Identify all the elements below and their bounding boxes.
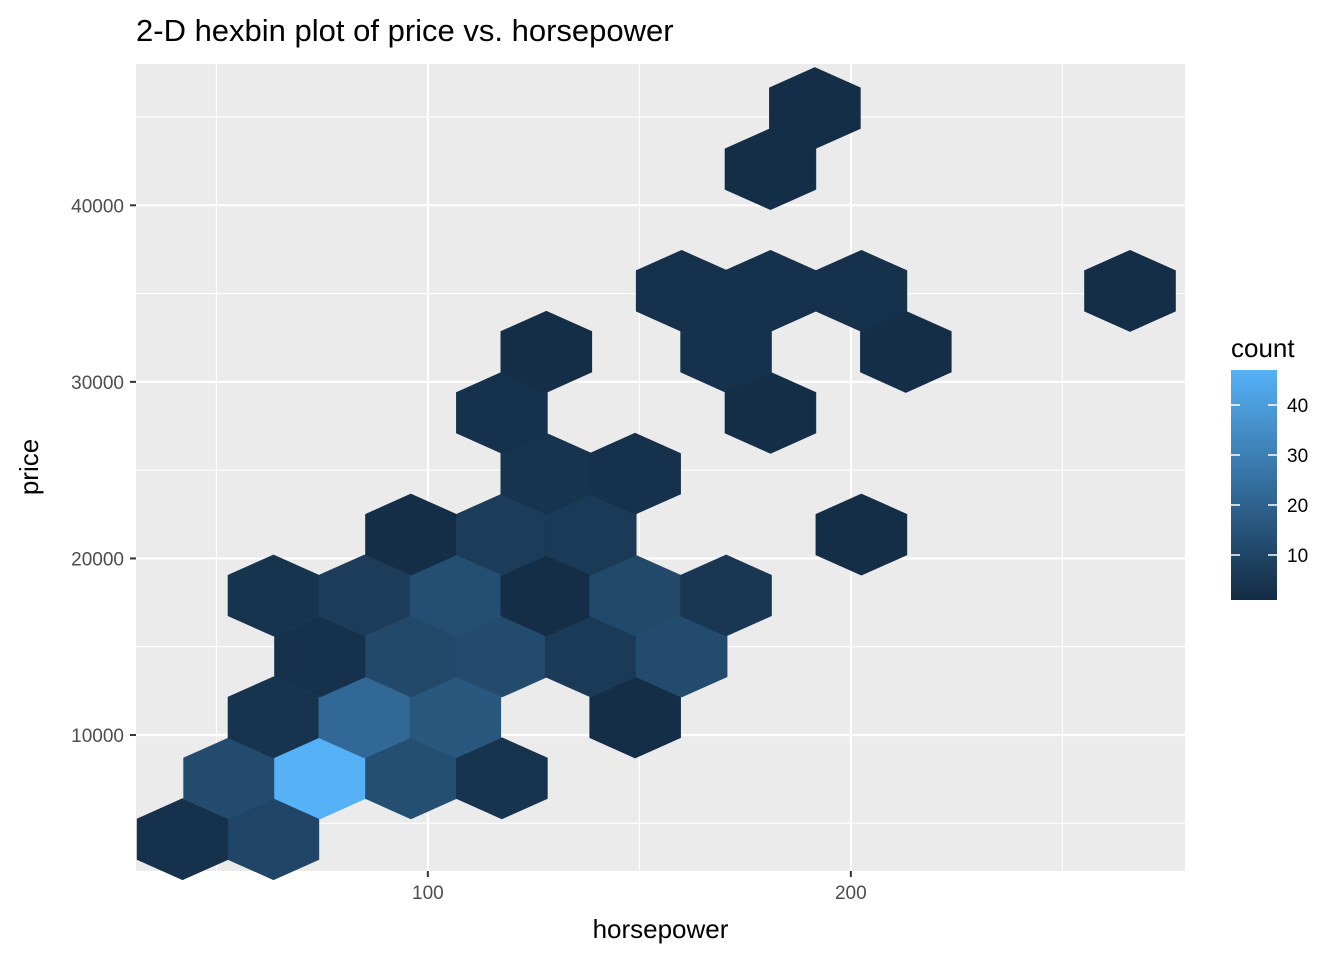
axis-ticks	[130, 204, 852, 877]
legend: count 10 20 30 40	[1231, 333, 1308, 600]
legend-tick-label: 30	[1287, 446, 1308, 467]
hexbin-cell	[589, 432, 681, 515]
hex-layer	[136, 67, 1176, 881]
legend-tick-label: 20	[1287, 496, 1308, 517]
y-tick-label: 40000	[71, 196, 124, 217]
hexbin-cell	[544, 493, 637, 576]
hexbin-cell	[815, 249, 908, 332]
hexbin-cell	[589, 676, 681, 759]
hexbin-cell	[680, 310, 772, 393]
hexbin-cell	[724, 128, 817, 211]
chart-title: 2-D hexbin plot of price vs. horsepower	[136, 13, 674, 48]
x-axis-title: horsepower	[593, 914, 729, 944]
hexbin-cell	[724, 371, 817, 454]
x-tick-label: 200	[835, 883, 867, 904]
y-axis-title: price	[14, 439, 44, 495]
legend-tick-label: 10	[1287, 546, 1308, 567]
hexbin-cell	[635, 615, 728, 698]
hexbin-cell	[456, 737, 548, 820]
hexbin-cell	[227, 798, 320, 881]
x-tick-label: 100	[412, 883, 444, 904]
hexbin-cell	[769, 67, 861, 150]
legend-tick-label: 40	[1287, 396, 1308, 417]
hexbin-cell	[409, 676, 502, 759]
y-tick-label: 10000	[71, 726, 124, 747]
hexbin-cell	[1084, 249, 1176, 332]
legend-ticks: 10 20 30 40	[1231, 396, 1308, 567]
hexbin-cell	[456, 371, 548, 454]
legend-title: count	[1231, 333, 1295, 363]
hexbin-cell	[680, 554, 772, 637]
hexbin-cell	[500, 310, 593, 393]
legend-colorbar	[1231, 370, 1277, 600]
hexbin-cell	[815, 493, 908, 576]
y-tick-label: 30000	[71, 373, 124, 394]
y-tick-label: 20000	[71, 549, 124, 570]
hexbin-cell	[860, 310, 952, 393]
tick-labels: 100 200 10000 20000 30000 40000	[71, 196, 867, 904]
